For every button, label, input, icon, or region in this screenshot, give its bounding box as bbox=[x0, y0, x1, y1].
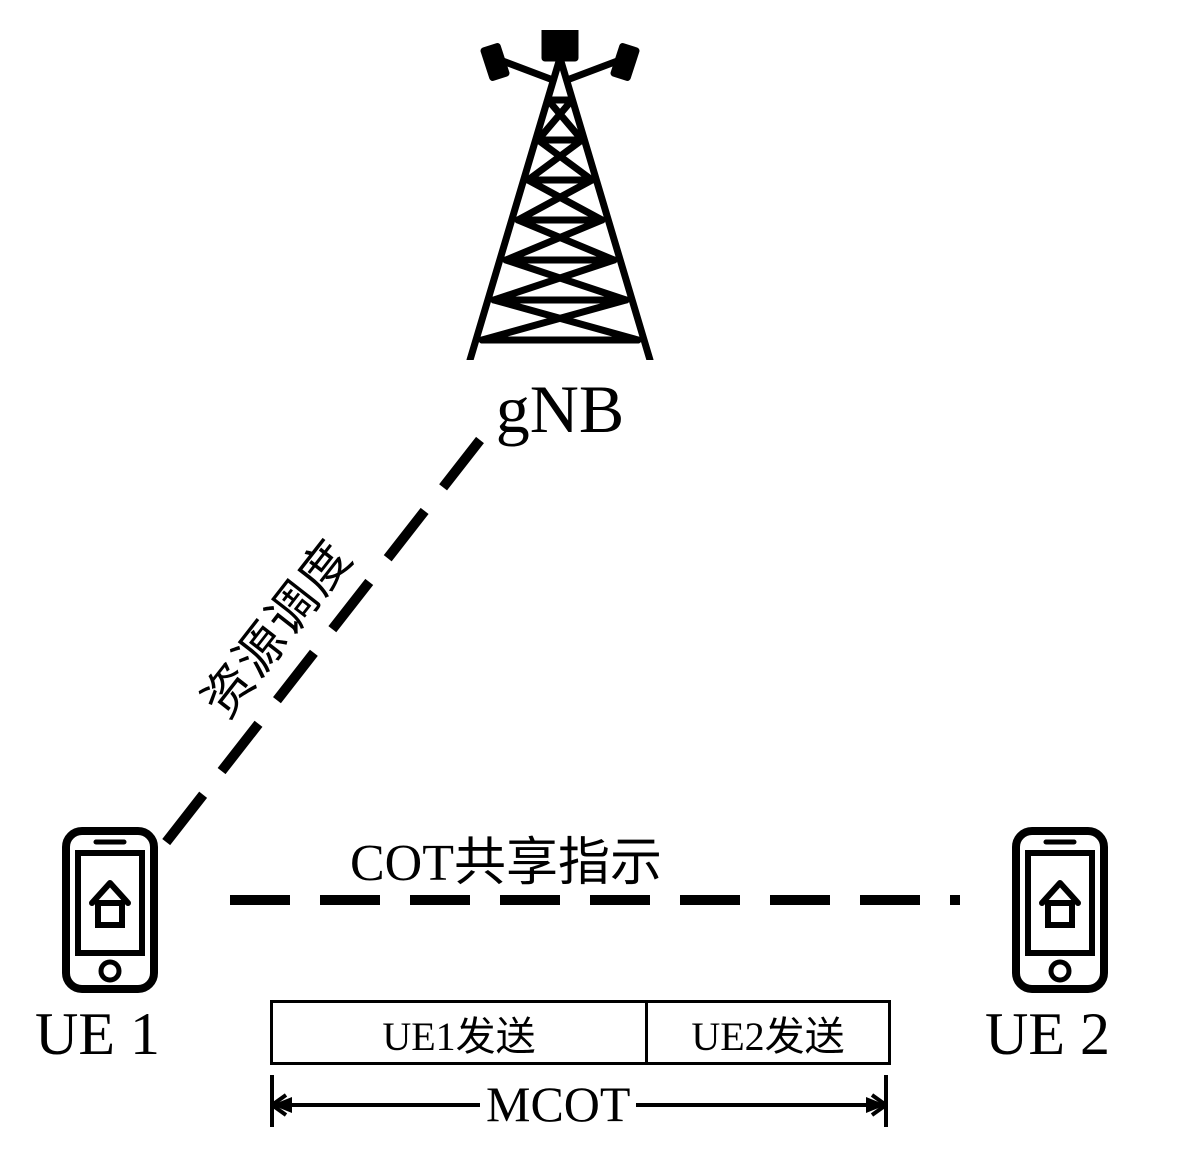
network-diagram: gNB 资源调度 COT共享指示 UE 1 UE 2 UE1发送 UE2发送 bbox=[0, 0, 1179, 1165]
mcot-cell-ue2: UE2发送 bbox=[648, 1003, 888, 1062]
cot-share-label: COT共享指示 bbox=[350, 820, 662, 895]
tower-icon bbox=[440, 30, 680, 360]
edge-gnb-ue1 bbox=[160, 440, 480, 850]
mcot-table: UE1发送 UE2发送 bbox=[270, 1000, 891, 1065]
ue2-label: UE 2 bbox=[985, 1000, 1110, 1069]
phone-icon-ue2 bbox=[1010, 825, 1110, 995]
mcot-label: MCOT bbox=[480, 1075, 636, 1133]
gnb-label: gNB bbox=[496, 370, 624, 449]
phone-icon-ue1 bbox=[60, 825, 160, 995]
link-label-wrap: 资源调度 bbox=[182, 522, 367, 730]
resource-scheduling-label: 资源调度 bbox=[182, 522, 367, 730]
mcot-cell-ue1: UE1发送 bbox=[273, 1003, 648, 1062]
gnb-node: gNB bbox=[440, 30, 680, 470]
ue1-label: UE 1 bbox=[35, 1000, 160, 1069]
